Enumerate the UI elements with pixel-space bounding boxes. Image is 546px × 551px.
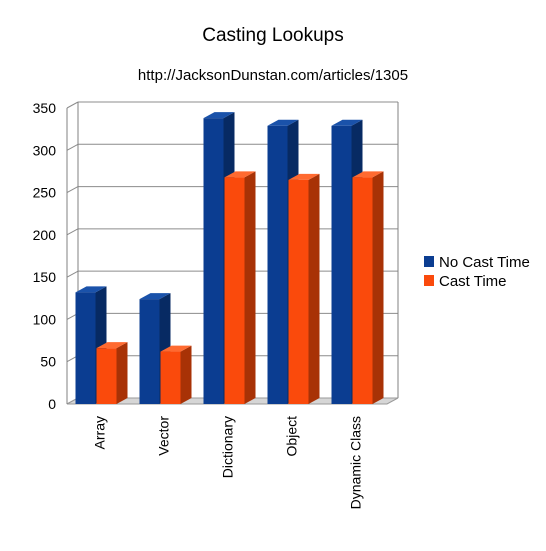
gridline-side: [66, 186, 79, 194]
legend-label: No Cast Time: [439, 254, 530, 271]
bar-side: [308, 173, 320, 404]
y-tick-label: 100: [33, 311, 57, 327]
gridline-side: [66, 228, 79, 236]
bar-front: [139, 299, 160, 404]
bar-front: [96, 348, 117, 404]
y-tick-label: 150: [33, 269, 57, 285]
chart-subtitle: http://JacksonDunstan.com/articles/1305: [138, 67, 408, 84]
bar-front: [288, 179, 309, 404]
chart-title: Casting Lookups: [202, 25, 344, 46]
bar-cast-time: [224, 171, 256, 404]
legend-swatch: [424, 275, 434, 286]
x-tick-label: Dictionary: [220, 416, 236, 478]
bars: [75, 112, 384, 405]
gridline-side: [66, 143, 79, 151]
bar-top: [203, 112, 235, 119]
bar-front: [267, 125, 288, 404]
bar-front: [352, 177, 373, 404]
bar-top: [352, 171, 384, 178]
gridline-side: [66, 101, 79, 109]
bar-top: [224, 171, 256, 178]
bar-cast-time: [352, 171, 384, 404]
legend-label: Cast Time: [439, 273, 507, 290]
bar-side: [116, 342, 128, 404]
y-tick-label: 250: [33, 185, 57, 201]
bar-front: [224, 177, 245, 404]
y-tick-label: 0: [48, 396, 56, 412]
gridline-side: [66, 270, 79, 278]
y-tick-label: 50: [40, 354, 56, 370]
bar-top: [75, 286, 107, 293]
bar-top: [267, 119, 299, 126]
y-tick-label: 350: [33, 100, 57, 116]
bar-top: [160, 345, 192, 352]
legend-swatch: [424, 256, 434, 267]
bar-cast-time: [288, 173, 320, 404]
bar-top: [96, 342, 128, 349]
bar-top: [139, 293, 171, 300]
legend: No Cast Time Cast Time: [424, 254, 530, 290]
bar-front: [75, 292, 96, 404]
bar-side: [372, 171, 384, 404]
bar-front: [160, 351, 181, 404]
bar-cast-time: [160, 345, 192, 404]
bar-front: [203, 118, 224, 405]
y-tick-label: 300: [33, 142, 57, 158]
bar-front: [331, 125, 352, 404]
x-tick-label: Array: [92, 416, 108, 449]
y-tick-label: 200: [33, 227, 57, 243]
bar-side: [180, 345, 192, 404]
tick-labels: 0 50 100 150 200 250 300 350 Array Vector Dictiona…: [33, 100, 364, 509]
x-tick-label: Vector: [156, 416, 172, 456]
bar-cast-time: [96, 342, 128, 404]
x-tick-label: Dynamic Class: [348, 416, 364, 509]
bar-top: [331, 119, 363, 126]
bar-side: [244, 171, 256, 404]
bar-top: [288, 173, 320, 180]
x-tick-label: Object: [284, 416, 300, 457]
